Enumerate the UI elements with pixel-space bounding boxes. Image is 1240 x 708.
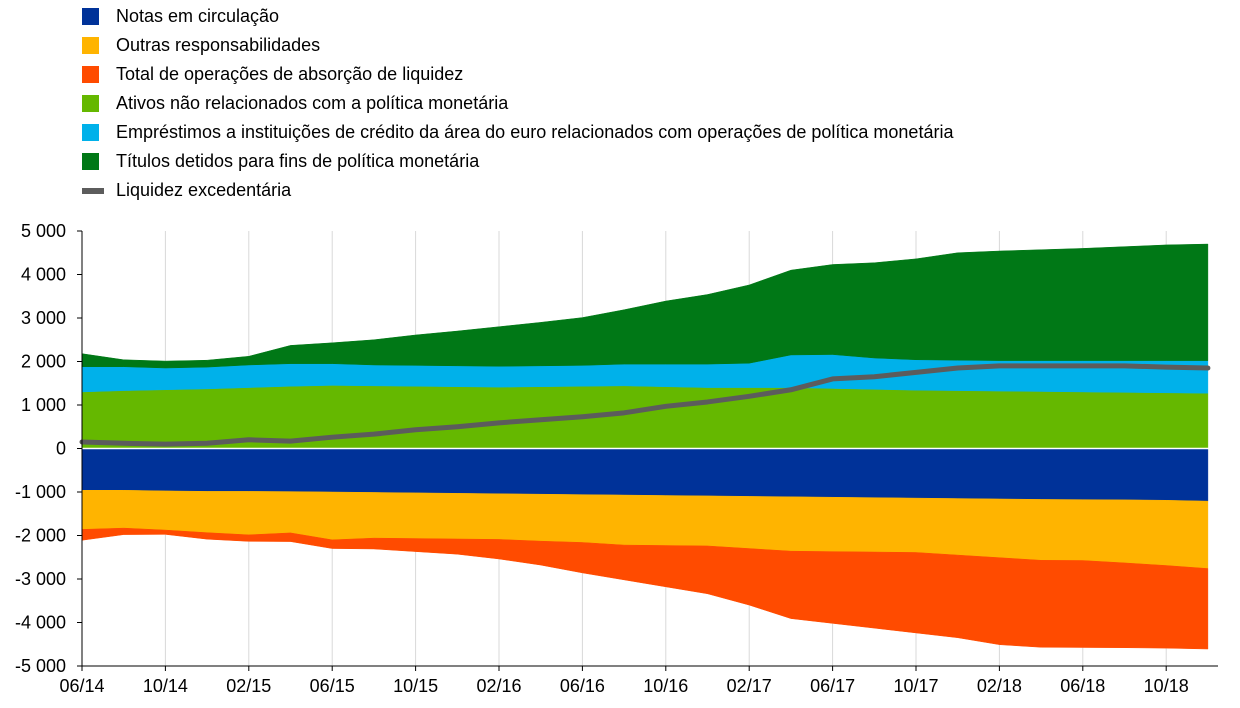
x-tick-label: 06/15 — [310, 676, 355, 696]
x-tick-label: 02/15 — [226, 676, 271, 696]
x-tick-label: 06/14 — [59, 676, 104, 696]
x-tick-label: 10/15 — [393, 676, 438, 696]
y-tick-label: -2 000 — [15, 526, 66, 546]
area-series — [81, 243, 1209, 369]
x-tick-label: 10/16 — [643, 676, 688, 696]
x-tick-label: 10/14 — [143, 676, 188, 696]
x-tick-label: 06/17 — [810, 676, 855, 696]
y-tick-label: -3 000 — [15, 569, 66, 589]
legend-swatch — [82, 187, 104, 194]
legend-swatch — [82, 66, 99, 83]
legend-label: Notas em circulação — [116, 6, 280, 26]
y-tick-label: 4 000 — [21, 265, 66, 285]
legend-swatch — [82, 95, 99, 112]
legend-item: Total de operações de absorção de liquid… — [82, 60, 953, 89]
y-tick-label: 0 — [56, 439, 66, 459]
area-layer — [81, 243, 1209, 650]
legend-swatch — [82, 8, 99, 25]
axis-layer: 06/14 10/14 02/15 06/15 10/15 02/16 06/16 10/16… — [15, 221, 1218, 696]
y-tick-label: 3 000 — [21, 308, 66, 328]
x-tick-label: 10/17 — [893, 676, 938, 696]
legend-swatch — [82, 124, 99, 141]
x-tick-label: 06/18 — [1060, 676, 1105, 696]
legend-label: Total de operações de absorção de liquid… — [116, 64, 464, 84]
legend-label: Outras responsabilidades — [116, 35, 321, 55]
legend-label: Empréstimos a instituições de crédito da… — [116, 122, 954, 142]
line-layer — [79, 363, 1218, 450]
line-series — [79, 363, 1211, 447]
y-tick-label: 1 000 — [21, 395, 66, 415]
legend-item: Empréstimos a instituições de crédito da… — [82, 118, 953, 147]
x-tick-label: 02/18 — [977, 676, 1022, 696]
y-tick-label: 2 000 — [21, 352, 66, 372]
area-series — [81, 527, 1209, 650]
x-tick-label: 10/18 — [1144, 676, 1189, 696]
legend-item: Títulos detidos para fins de política mo… — [82, 147, 953, 176]
x-tick-label: 02/17 — [727, 676, 772, 696]
legend-swatch — [82, 37, 99, 54]
legend-label: Ativos não relacionados com a política m… — [116, 93, 509, 113]
x-tick-label: 02/16 — [476, 676, 521, 696]
y-tick-label: -4 000 — [15, 613, 66, 633]
y-tick-label: -1 000 — [15, 482, 66, 502]
legend-item: Liquidez excedentária — [82, 176, 953, 205]
legend-swatch — [82, 153, 99, 170]
legend-item: Outras responsabilidades — [82, 31, 953, 60]
legend-label: Títulos detidos para fins de política mo… — [116, 151, 480, 171]
legend-label: Liquidez excedentária — [116, 180, 292, 200]
x-tick-label: 06/16 — [560, 676, 605, 696]
chart-legend: Notas em circulação Outras responsabilida… — [82, 2, 953, 205]
legend-item: Notas em circulação — [82, 2, 953, 31]
legend-item: Ativos não relacionados com a política m… — [82, 89, 953, 118]
y-tick-label: 5 000 — [21, 221, 66, 241]
y-tick-label: -5 000 — [15, 656, 66, 676]
